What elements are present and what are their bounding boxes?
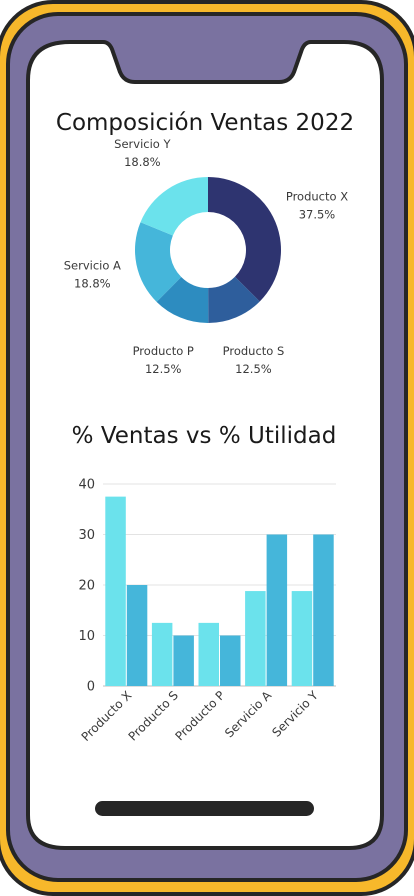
y-tick-label-40: 40 bbox=[78, 478, 95, 493]
bar-producto-x-series-2 bbox=[126, 585, 148, 686]
bar-servicio-y-series-2 bbox=[313, 534, 334, 686]
donut-value-producto-x: 37.5% bbox=[299, 208, 336, 222]
donut-value-producto-p: 12.5% bbox=[145, 362, 182, 376]
donut-slice-producto-s bbox=[208, 276, 260, 323]
donut-label-producto-x: Producto X bbox=[286, 190, 348, 204]
donut-slice-producto-p bbox=[156, 276, 209, 323]
donut-label-producto-s: Producto S bbox=[223, 344, 285, 358]
bar-producto-p-series-1 bbox=[198, 622, 219, 686]
bar-producto-x-series-1 bbox=[105, 496, 126, 686]
bar-servicio-y-series-1 bbox=[291, 591, 313, 686]
bar-servicio-a-series-1 bbox=[245, 591, 266, 686]
bar-producto-p-series-2 bbox=[220, 635, 241, 686]
y-tick-label-0: 0 bbox=[87, 680, 95, 695]
donut-label-producto-p: Producto P bbox=[133, 344, 194, 358]
donut-chart-title: Composición Ventas 2022 bbox=[56, 110, 354, 136]
home-indicator bbox=[95, 801, 314, 816]
donut-slice-producto-x bbox=[208, 177, 281, 302]
donut-value-servicio-a: 18.8% bbox=[74, 276, 111, 290]
bar-servicio-a-series-2 bbox=[266, 534, 288, 686]
donut-chart: Composición Ventas 2022 Producto X37.5%P… bbox=[56, 110, 354, 376]
donut-label-servicio-a: Servicio A bbox=[64, 258, 121, 272]
y-tick-label-10: 10 bbox=[78, 629, 95, 644]
bar-chart-title: % Ventas vs % Utilidad bbox=[72, 423, 337, 449]
donut-value-producto-s: 12.5% bbox=[235, 362, 272, 376]
donut-slice-servicio-y bbox=[140, 177, 208, 236]
donut-label-servicio-y: Servicio Y bbox=[114, 137, 171, 151]
donut-labels: Producto X 37.5% Producto S 12.5% Producto P… bbox=[64, 137, 348, 376]
donut-slices bbox=[135, 177, 281, 323]
y-tick-label-30: 30 bbox=[78, 528, 95, 543]
bar-bars bbox=[105, 496, 334, 686]
bar-producto-s-series-2 bbox=[173, 635, 194, 686]
bar-producto-s-series-1 bbox=[151, 622, 173, 686]
donut-slice-servicio-a bbox=[135, 222, 182, 302]
y-tick-label-20: 20 bbox=[78, 579, 95, 594]
donut-value-servicio-y: 18.8% bbox=[124, 155, 161, 169]
